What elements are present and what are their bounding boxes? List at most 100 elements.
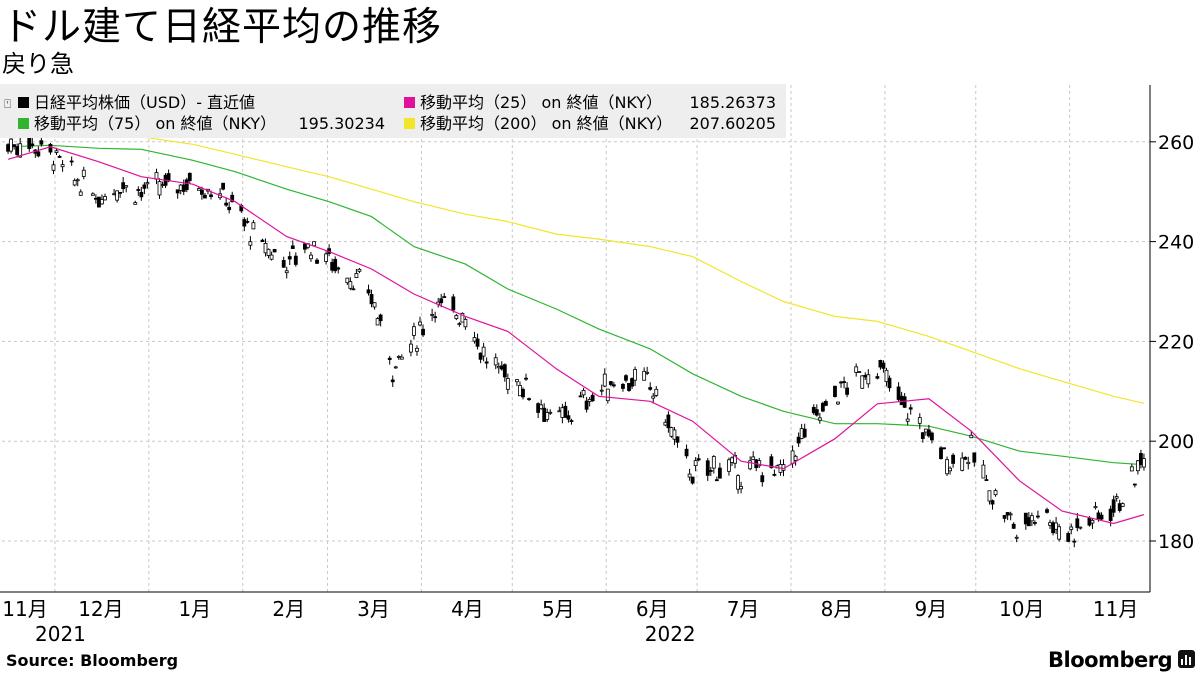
candle-body (481, 346, 486, 357)
candle-body (39, 140, 44, 145)
candle-body (1135, 460, 1140, 472)
candle-body (333, 258, 338, 272)
candle-body (711, 456, 716, 469)
candle-body (714, 479, 719, 482)
candle-body (266, 248, 271, 256)
candle-body (845, 387, 849, 395)
x-tick-label: 4月 (451, 597, 484, 621)
candle-body (1075, 518, 1080, 528)
candle-body (599, 389, 604, 392)
line-ma200 (8, 123, 1145, 404)
candle-body (1029, 515, 1034, 522)
candle-body (881, 362, 886, 369)
candle-body (221, 182, 226, 190)
candle-body (1036, 515, 1040, 518)
candle-body (57, 156, 62, 158)
candle-body (303, 243, 307, 250)
candle-body (621, 383, 625, 389)
candle-body (727, 459, 731, 472)
candle-body (608, 381, 613, 385)
candle-body (820, 402, 825, 412)
candle-body (1078, 526, 1083, 529)
candle-body (184, 179, 189, 191)
legend-value-ma25: 185.26373 (689, 93, 776, 112)
candle-body (272, 249, 277, 253)
candle-body (457, 323, 462, 325)
y-tick-label: 180 (1158, 531, 1194, 553)
candle-body (939, 447, 943, 460)
candle-body (666, 414, 671, 429)
candle-body (860, 375, 865, 389)
candle-body (624, 375, 628, 381)
candle-body (539, 404, 544, 410)
candle-body (418, 321, 422, 326)
candle-body (669, 427, 674, 437)
candle-body (463, 318, 468, 328)
candle-body (157, 181, 162, 196)
candle-body (48, 143, 53, 153)
candle-body (990, 500, 995, 505)
legend-toggle-icon: ⍞ (4, 97, 11, 111)
candle-body (902, 396, 907, 408)
candle-body (627, 382, 631, 391)
candle-body (717, 467, 722, 479)
candle-body (611, 384, 616, 387)
chart-title: ドル建て日経平均の推移 (2, 5, 443, 50)
y-tick-label: 260 (1158, 132, 1194, 154)
candle-body (981, 464, 986, 479)
candle-body (1032, 522, 1037, 524)
candle-body (730, 457, 734, 463)
candle-body (1051, 522, 1055, 534)
candle-body (1072, 540, 1077, 543)
candle-body (160, 184, 165, 187)
candle-body (442, 296, 447, 298)
candle-body (139, 191, 144, 198)
source-note: Source: Bloomberg (6, 651, 179, 670)
candle-body (930, 432, 934, 441)
candle-body (9, 138, 13, 152)
candle-body (684, 448, 689, 457)
candle-body (284, 270, 289, 274)
candle-body (209, 194, 213, 197)
candle-body (1114, 496, 1119, 499)
candle-body (772, 473, 777, 476)
candle-body (260, 239, 265, 243)
candle-body (733, 454, 737, 464)
candle-body (175, 189, 180, 194)
candle-body (499, 365, 504, 370)
candle-body (705, 460, 710, 476)
candle-body (557, 410, 562, 413)
x-tick-label: 9月 (915, 597, 948, 621)
x-tick-label: 6月 (636, 597, 669, 621)
candle-body (1090, 519, 1095, 524)
candle-body (875, 376, 880, 379)
candle-body (100, 199, 104, 205)
candle-body (181, 184, 186, 192)
candle-body (836, 401, 840, 405)
candle-body (336, 267, 341, 270)
x-tick-label: 3月 (357, 597, 390, 621)
candle-body (230, 194, 235, 203)
candle-body (645, 371, 650, 374)
candle-body (187, 172, 192, 181)
candle-body (90, 193, 95, 196)
candle-body (984, 479, 989, 481)
candle-body (690, 476, 695, 484)
legend-swatch-price (18, 97, 29, 108)
x-tick-label: 1月 (178, 597, 211, 621)
candle-body (118, 191, 123, 194)
candle-body (863, 374, 868, 378)
chart-subtitle: 戻り急 (2, 50, 74, 78)
year-label: 2022 (645, 622, 696, 646)
candle-body (124, 185, 129, 188)
candle-body (769, 456, 774, 469)
candle-body (739, 486, 743, 490)
candle-body (6, 144, 10, 152)
candle-body (993, 490, 998, 496)
candle-body (54, 150, 59, 153)
year-label: 2021 (35, 622, 86, 646)
series-ma25 (7, 146, 1145, 525)
candle-body (790, 450, 795, 464)
candle-body (390, 379, 395, 383)
